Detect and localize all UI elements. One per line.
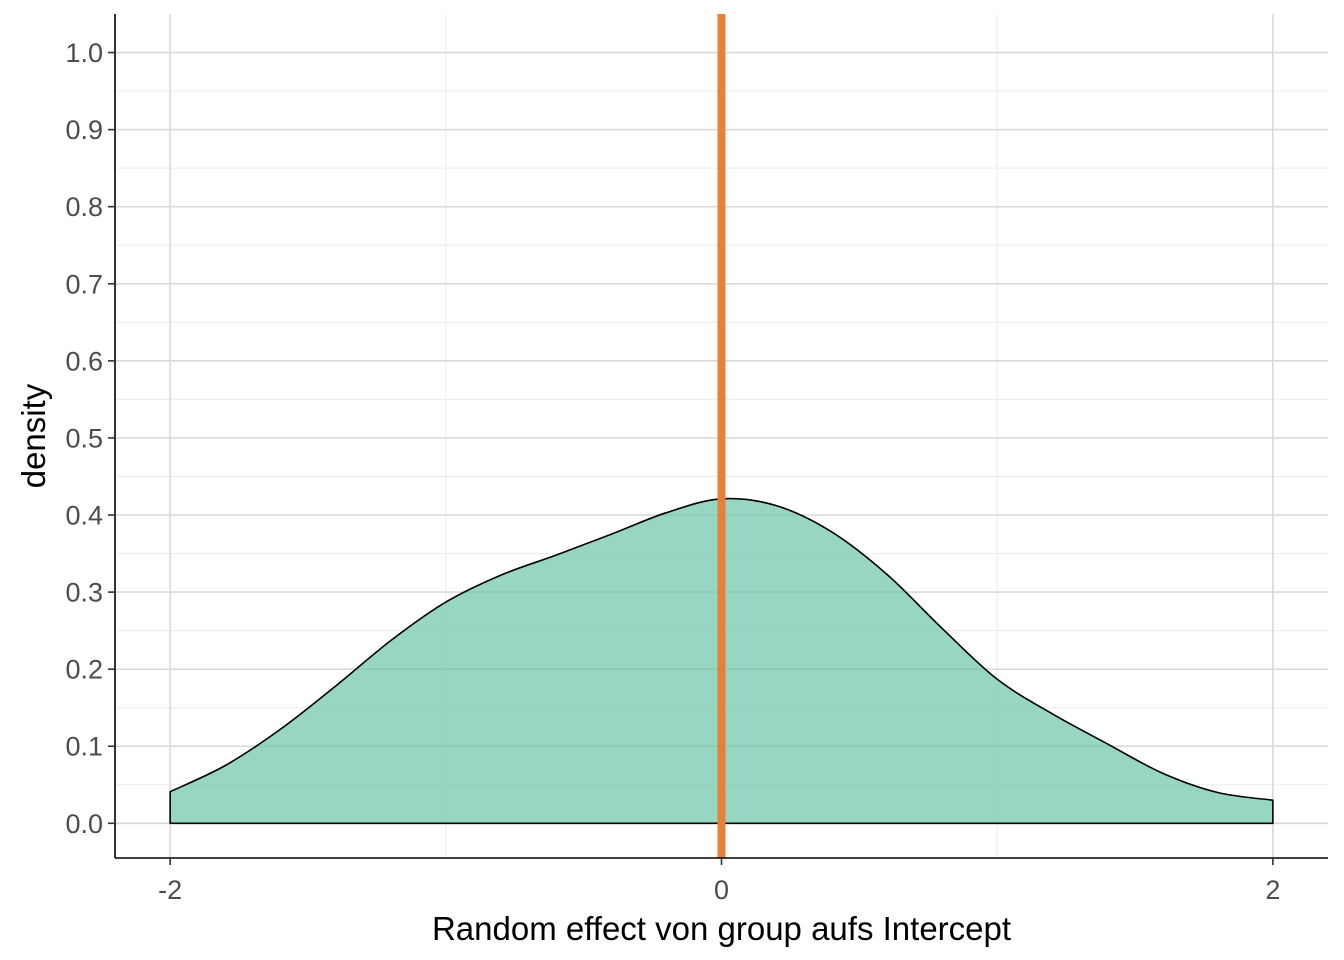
y-tick-label: 0.3 (65, 578, 103, 608)
y-tick-label: 0.9 (65, 115, 103, 145)
x-tick-label: 0 (714, 875, 729, 905)
y-tick-label: 0.0 (65, 809, 103, 839)
x-tick-label: -2 (158, 875, 182, 905)
x-tick-label: 2 (1265, 875, 1280, 905)
y-tick-label: 0.5 (65, 423, 103, 453)
x-axis-title: Random effect von group aufs Intercept (432, 910, 1011, 947)
y-tick-label: 0.6 (65, 346, 103, 376)
y-tick-label: 0.8 (65, 192, 103, 222)
y-tick-label: 0.1 (65, 732, 103, 762)
y-tick-label: 0.2 (65, 655, 103, 685)
y-axis-title: density (15, 383, 52, 488)
y-tick-label: 0.7 (65, 269, 103, 299)
y-tick-label: 1.0 (65, 38, 103, 68)
tick-layer: 0.0 0.1 0.2 0.3 0.4 0.5 0.6 0.7 0.8 0.9 1.0 -2 0 2 (65, 38, 1280, 905)
y-tick-label: 0.4 (65, 501, 103, 531)
